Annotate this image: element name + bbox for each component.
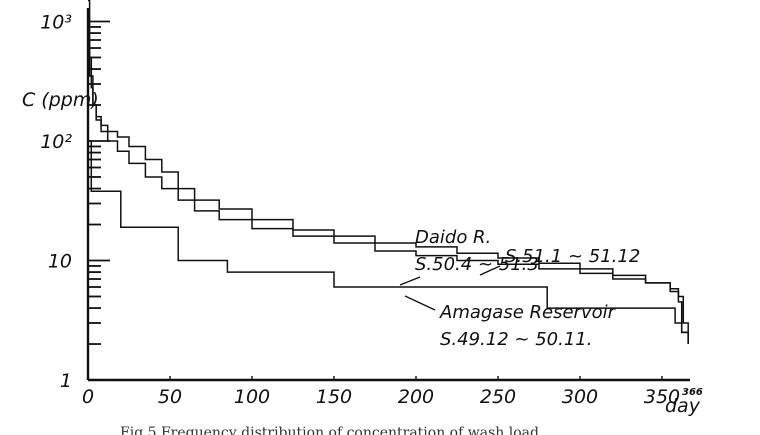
series-label-3: S.49.12 ~ 50.11. bbox=[440, 329, 592, 350]
x-tick-label: 0 bbox=[82, 386, 94, 408]
series-label-1: S.50.4 ~ 51.3 bbox=[415, 254, 539, 275]
y-tick-label: 1 bbox=[60, 370, 72, 392]
series-leader-line bbox=[399, 276, 421, 286]
x-axis-end-label: 366 bbox=[682, 387, 703, 398]
x-tick-label: 100 bbox=[234, 386, 270, 408]
annotations: Daido R. S.50.4 ~ 51.3S.51.1 ~ 51.12 Amaga… bbox=[399, 227, 640, 350]
series-lines bbox=[88, 0, 689, 344]
y-tick-label: 10³ bbox=[40, 12, 72, 34]
y-tick-label: 10² bbox=[40, 131, 72, 153]
series-label-3: Amagase Reservoir bbox=[439, 302, 617, 323]
x-tick-label: 300 bbox=[562, 386, 598, 408]
y-minor-ticks bbox=[88, 20, 110, 381]
figure-caption: Fig.5 Frequency distribution of concentr… bbox=[120, 425, 539, 435]
tick-labels: 0 50 100 150 200 250 300 350 1 10 10² 10³ bbox=[40, 12, 680, 409]
series-line-1 bbox=[88, 0, 689, 344]
series-line-2 bbox=[88, 39, 689, 344]
series-label-2: S.51.1 ~ 51.12 bbox=[505, 246, 640, 267]
x-tick-label: 150 bbox=[316, 386, 352, 408]
x-axis-label: day bbox=[665, 395, 701, 417]
series-line-3 bbox=[88, 140, 689, 344]
y-axis-label: C (ppm) bbox=[22, 89, 99, 111]
y-tick-label: 10 bbox=[48, 251, 72, 273]
series-leader-line bbox=[479, 265, 501, 276]
x-tick-label: 50 bbox=[158, 386, 182, 408]
series-leader-line bbox=[404, 295, 436, 311]
axes bbox=[86, 8, 690, 382]
x-tick-label: 350 bbox=[644, 386, 680, 408]
x-tick-label: 200 bbox=[398, 386, 434, 408]
series-label-1: Daido R. bbox=[415, 227, 491, 248]
x-tick-label: 250 bbox=[480, 386, 516, 408]
